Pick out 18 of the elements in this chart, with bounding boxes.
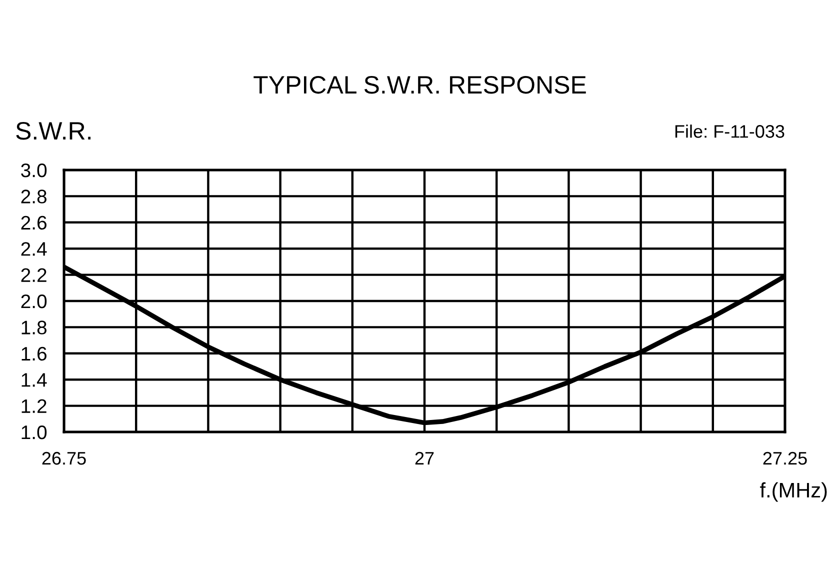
y-tick-label: 1.8 <box>22 320 46 334</box>
x-tick-label: 27 <box>415 452 434 465</box>
y-tick-label: 1.2 <box>22 399 46 413</box>
y-tick-label: 1.4 <box>22 373 47 387</box>
x-tick-label: 27.25 <box>763 452 807 465</box>
x-axis-title: f.(MHz) <box>760 482 827 502</box>
y-tick-label: 2.8 <box>21 190 46 204</box>
y-tick-label: 1.0 <box>22 425 47 440</box>
text: File: F-11-033 <box>675 124 784 138</box>
y-tick-label: 2.0 <box>21 294 47 308</box>
y-axis-title: S.W.R. <box>16 122 91 140</box>
y-tick-label: 3.0 <box>21 163 47 178</box>
chart-title: TYPICAL S.W.R. RESPONSE <box>254 76 586 94</box>
y-tick-label: 1.6 <box>22 346 46 361</box>
x-tick-label: 26.75 <box>42 452 86 465</box>
y-tick-label: 2.2 <box>21 268 46 282</box>
y-tick-label: 2.6 <box>21 216 46 230</box>
y-tick-label: 2.4 <box>21 242 47 256</box>
